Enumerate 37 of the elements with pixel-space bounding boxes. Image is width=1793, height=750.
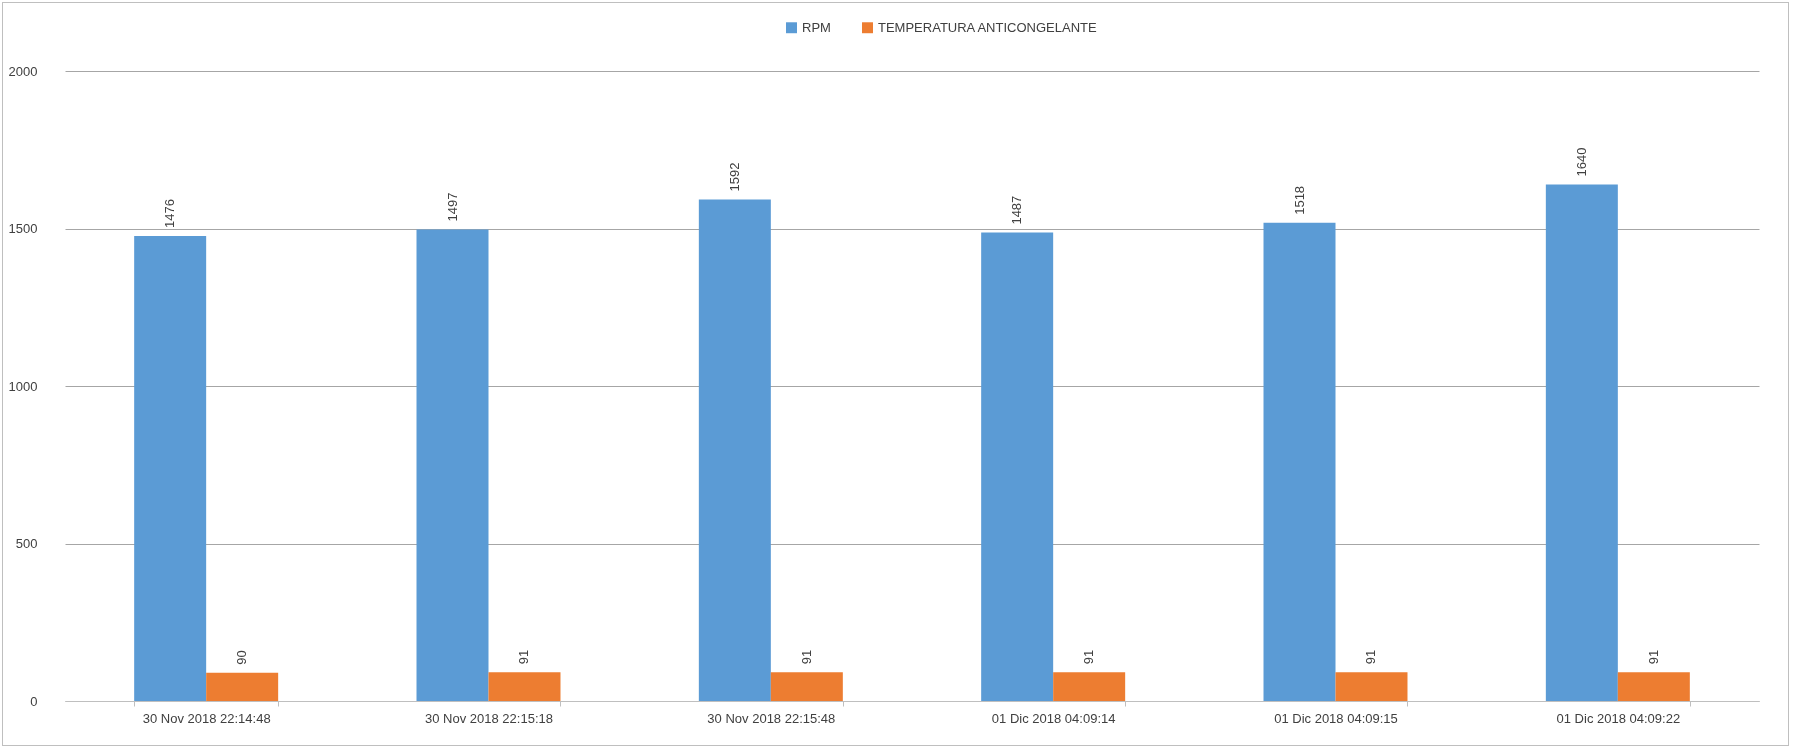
y-tick-label: 500 [15, 536, 38, 551]
data-label: 1518 [1291, 185, 1307, 215]
x-tick-label: 30 Nov 2018 22:15:48 [707, 710, 836, 726]
x-tick-label: 30 Nov 2018 22:14:48 [142, 710, 271, 726]
bar [1053, 672, 1126, 701]
data-label: 1640 [1573, 147, 1589, 177]
y-tick-label: 1500 [8, 221, 38, 236]
bar [1545, 184, 1618, 701]
data-label: 1487 [1009, 195, 1025, 225]
data-label: 91 [798, 649, 814, 665]
bar [1617, 672, 1690, 701]
bar [981, 232, 1054, 701]
bar [416, 229, 489, 701]
data-label: 91 [516, 649, 532, 665]
data-label: 91 [1363, 649, 1379, 665]
legend-label: RPM [802, 19, 831, 35]
x-tick-label: 30 Nov 2018 22:15:18 [425, 710, 553, 726]
data-label: 91 [1081, 649, 1097, 665]
y-tick-label: 0 [30, 693, 38, 709]
data-label: 1497 [444, 192, 460, 222]
y-tick-label: 2000 [8, 63, 38, 79]
x-tick-label: 01 Dic 2018 04:09:15 [1274, 710, 1398, 726]
bar [698, 199, 771, 701]
x-tick-label: 01 Dic 2018 04:09:14 [991, 710, 1116, 726]
data-label: 90 [234, 650, 250, 665]
data-label: 91 [1645, 649, 1661, 665]
y-tick-label: 1000 [8, 378, 38, 394]
bar [1263, 222, 1336, 701]
bar [134, 236, 207, 701]
legend-label: TEMPERATURA ANTICONGELANTE [878, 19, 1097, 35]
bar [1335, 672, 1408, 701]
bar [770, 672, 843, 701]
x-tick-label: 01 Dic 2018 04:09:22 [1556, 710, 1681, 726]
data-label: 1476 [162, 199, 178, 229]
bar [206, 672, 279, 701]
data-label: 1592 [726, 162, 742, 192]
bar [488, 672, 561, 701]
